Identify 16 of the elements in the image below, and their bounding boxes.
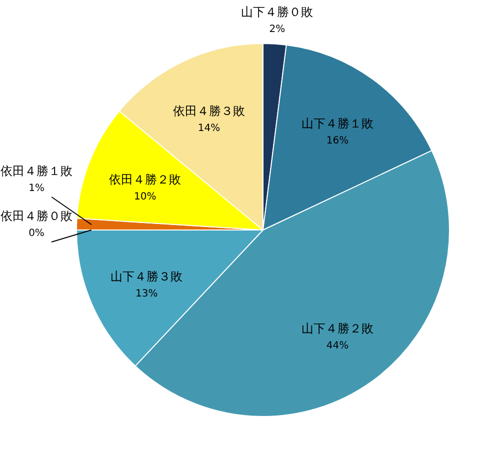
slice-label: 依田４勝３敗 — [173, 104, 246, 118]
slice-label: 山下４勝０敗 — [241, 4, 314, 19]
slice-label: 依田４勝２敗 — [109, 172, 182, 186]
slice-label: 山下４勝２敗 — [302, 322, 374, 336]
slice-label: 依田４勝１敗 — [0, 164, 73, 178]
slice-label: 山下４勝３敗 — [110, 269, 183, 284]
text: 0% — [28, 228, 44, 239]
data-label: 13% — [135, 288, 158, 300]
data-label: 44% — [326, 340, 349, 352]
data-label: 10% — [134, 191, 156, 202]
category-label: 依田４勝０敗 — [0, 209, 72, 223]
data-label: 2% — [269, 24, 286, 35]
slice-label: 山下４勝１敗 — [302, 116, 374, 130]
data-label: 14% — [198, 123, 220, 134]
data-label: 16% — [326, 135, 349, 146]
data-label: 1% — [28, 183, 45, 194]
